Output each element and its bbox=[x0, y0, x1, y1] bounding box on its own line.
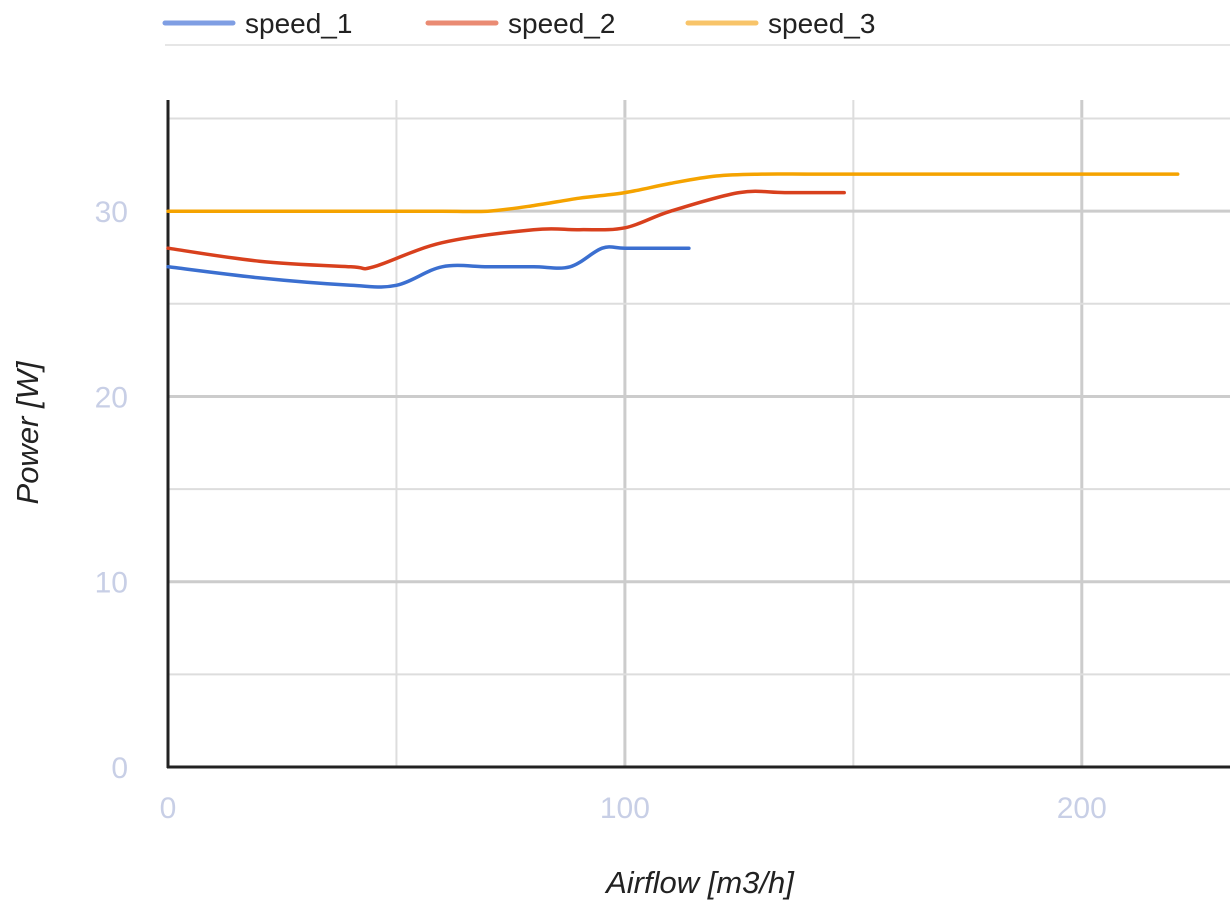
legend: speed_1 speed_2 speed_3 bbox=[162, 8, 1230, 46]
y-tick-label: 20 bbox=[95, 381, 128, 414]
axes bbox=[166, 100, 1230, 769]
series-group bbox=[166, 172, 1180, 289]
legend-label-speed_2: speed_2 bbox=[508, 8, 615, 39]
y-tick-label: 30 bbox=[95, 196, 128, 229]
y-tick-label: 0 bbox=[111, 752, 128, 785]
x-tick-label: 0 bbox=[160, 792, 177, 825]
grid bbox=[168, 100, 1230, 767]
y-tick-label: 10 bbox=[95, 567, 128, 600]
legend-label-speed_1: speed_1 bbox=[245, 8, 352, 39]
series-line-speed_1 bbox=[166, 245, 691, 289]
x-axis-title: Airflow [m3/h] bbox=[604, 865, 795, 900]
series-line-speed_2 bbox=[166, 189, 846, 271]
axis-labels: 0 10 20 30 0 100 200 Airflow [m3/h] Power [W] bbox=[10, 196, 1107, 900]
x-tick-label: 200 bbox=[1057, 792, 1107, 825]
series-line-speed_3 bbox=[166, 172, 1180, 214]
y-axis-title: Power [W] bbox=[10, 360, 45, 504]
legend-label-speed_3: speed_3 bbox=[768, 8, 875, 39]
x-tick-label: 100 bbox=[600, 792, 650, 825]
